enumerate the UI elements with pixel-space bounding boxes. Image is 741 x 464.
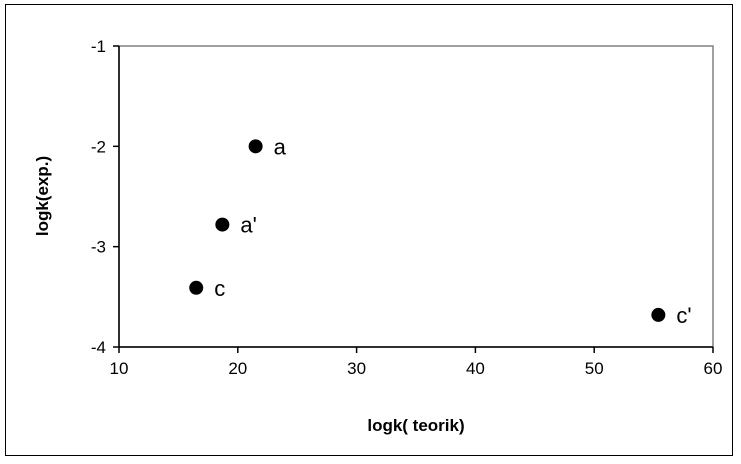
x-tick-label: 50	[585, 359, 604, 378]
data-point-label: a'	[240, 213, 256, 238]
data-point	[189, 280, 204, 295]
y-tick-label: -2	[91, 137, 106, 156]
data-points: a a' c c'	[189, 134, 692, 328]
x-tick-label: 10	[110, 359, 129, 378]
y-tick-label: -1	[91, 37, 106, 56]
data-point	[248, 139, 263, 154]
data-point-label: c'	[676, 303, 691, 328]
data-point-label: c	[214, 276, 225, 301]
x-axis-title: logk( teorik)	[367, 416, 464, 435]
x-tick-label: 20	[228, 359, 247, 378]
chart-frame	[5, 4, 733, 456]
y-axis: -1 -2 -3 -4	[91, 37, 120, 357]
plot-area	[118, 45, 714, 348]
data-point-label: a	[274, 134, 287, 159]
data-point	[215, 217, 230, 232]
x-tick-label: 60	[704, 359, 723, 378]
x-tick-label: 30	[347, 359, 366, 378]
y-axis-title: logk(exp.)	[33, 156, 52, 236]
x-tick-label: 40	[466, 359, 485, 378]
y-tick-label: -4	[91, 338, 106, 357]
data-point	[651, 307, 666, 322]
y-tick-label: -3	[91, 238, 106, 257]
x-axis: 10 20 30 40 50 60	[110, 346, 723, 378]
